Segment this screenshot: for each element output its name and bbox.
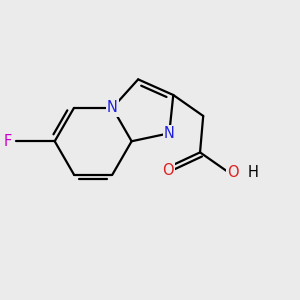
Text: N: N <box>107 100 118 116</box>
Text: N: N <box>164 126 175 141</box>
Text: O: O <box>228 165 239 180</box>
Text: H: H <box>247 165 258 180</box>
Text: F: F <box>3 134 12 149</box>
Text: O: O <box>162 163 174 178</box>
